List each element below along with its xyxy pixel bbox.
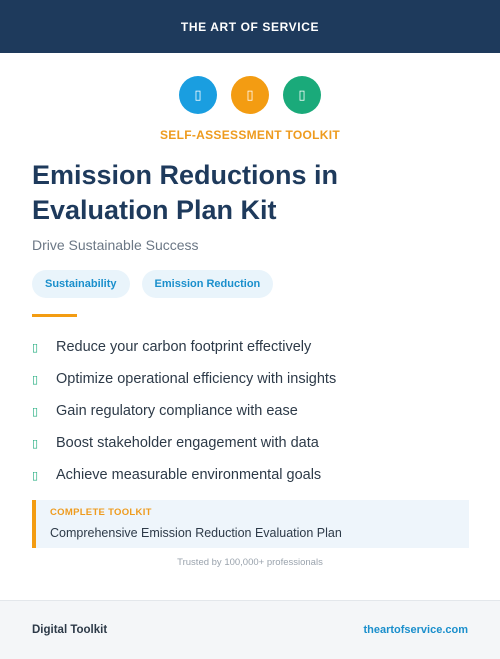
benefit-item: ▯ Reduce your carbon footprint effective… bbox=[32, 331, 336, 363]
toolkit-callout: COMPLETE TOOLKIT Comprehensive Emission … bbox=[32, 500, 469, 548]
placeholder-glyph-icon: ▯ bbox=[231, 76, 269, 114]
check-icon: ▯ bbox=[32, 436, 39, 450]
trust-note: Trusted by 100,000+ professionals bbox=[177, 557, 323, 568]
check-icon: ▯ bbox=[32, 404, 39, 418]
page-title: Emission Reductions in Evaluation Plan K… bbox=[32, 160, 339, 225]
toolkit-name: Comprehensive Emission Reduction Evaluat… bbox=[50, 526, 342, 540]
benefit-item: ▯ Optimize operational efficiency with i… bbox=[32, 363, 336, 395]
page-subtitle: Drive Sustainable Success bbox=[32, 237, 199, 253]
tag-emission-reduction: Emission Reduction bbox=[141, 270, 274, 298]
toolkit-label: COMPLETE TOOLKIT bbox=[50, 507, 152, 518]
footer-website-link[interactable]: theartofservice.com bbox=[363, 624, 468, 636]
tag-list: Sustainability Emission Reduction bbox=[32, 270, 274, 298]
benefit-text: Boost stakeholder engagement with data bbox=[56, 435, 319, 451]
benefit-item: ▯ Gain regulatory compliance with ease bbox=[32, 395, 336, 427]
header-bar: THE ART OF SERVICE bbox=[0, 0, 500, 53]
check-icon: ▯ bbox=[32, 340, 39, 354]
accent-divider bbox=[32, 314, 77, 317]
brand-name: THE ART OF SERVICE bbox=[180, 19, 320, 34]
placeholder-glyph-icon: ▯ bbox=[179, 76, 217, 114]
check-icon: ▯ bbox=[32, 468, 39, 482]
kicker-label: SELF-ASSESSMENT TOOLKIT bbox=[159, 128, 341, 142]
benefit-text: Reduce your carbon footprint effectively bbox=[56, 339, 312, 355]
benefit-item: ▯ Boost stakeholder engagement with data bbox=[32, 427, 336, 459]
footer-bar: Digital Toolkit theartofservice.com bbox=[0, 600, 500, 659]
placeholder-glyph-icon: ▯ bbox=[283, 76, 321, 114]
benefit-list: ▯ Reduce your carbon footprint effective… bbox=[32, 331, 336, 491]
icon-row: ▯ ▯ ▯ bbox=[0, 76, 500, 114]
benefit-text: Achieve measurable environmental goals bbox=[56, 467, 322, 483]
check-icon: ▯ bbox=[32, 372, 39, 386]
footer-label: Digital Toolkit bbox=[32, 624, 108, 636]
tag-sustainability: Sustainability bbox=[32, 270, 130, 298]
benefit-text: Optimize operational efficiency with ins… bbox=[56, 371, 337, 387]
benefit-text: Gain regulatory compliance with ease bbox=[56, 403, 298, 419]
benefit-item: ▯ Achieve measurable environmental goals bbox=[32, 459, 336, 491]
